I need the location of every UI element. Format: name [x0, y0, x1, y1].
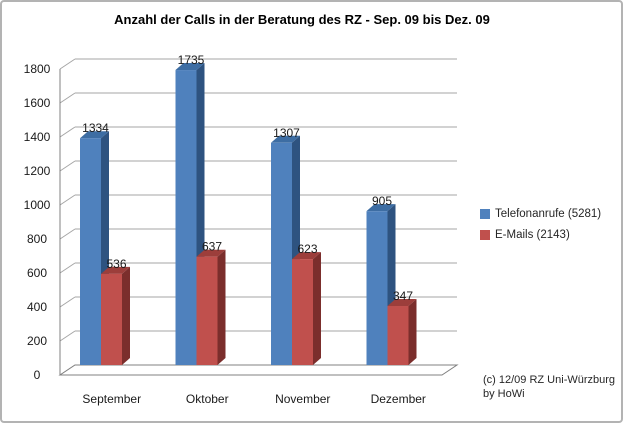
svg-text:1400: 1400	[24, 130, 51, 144]
chart-title: Anzahl der Calls in der Beratung des RZ …	[114, 12, 490, 27]
svg-text:200: 200	[27, 334, 47, 348]
svg-text:623: 623	[297, 242, 317, 256]
svg-text:1307: 1307	[273, 126, 300, 140]
svg-text:800: 800	[27, 232, 47, 246]
credit-line1: (c) 12/09 RZ Uni-Würzburg	[483, 374, 616, 386]
credit-line2: by HoWi	[483, 388, 525, 400]
svg-text:1334: 1334	[82, 121, 109, 135]
svg-text:1800: 1800	[24, 62, 51, 76]
legend-label-telefonanrufe: Telefonanrufe (5281)	[495, 208, 602, 220]
svg-text:Dezember: Dezember	[371, 392, 426, 406]
svg-text:637: 637	[202, 240, 222, 254]
svg-text:November: November	[275, 392, 330, 406]
legend: Telefonanrufe (5281) E-Mails (2143)	[480, 208, 601, 250]
legend-item-emails: E-Mails (2143)	[480, 229, 601, 241]
legend-item-telefonanrufe: Telefonanrufe (5281)	[480, 208, 601, 220]
svg-text:1735: 1735	[178, 53, 205, 67]
credit-text: (c) 12/09 RZ Uni-Würzburg by HoWi	[483, 373, 615, 401]
svg-text:1600: 1600	[24, 96, 51, 110]
svg-text:536: 536	[106, 257, 126, 271]
svg-text:400: 400	[27, 300, 47, 314]
svg-text:September: September	[82, 392, 141, 406]
svg-text:905: 905	[372, 194, 392, 208]
legend-swatch-telefonanrufe-icon	[480, 209, 490, 219]
legend-swatch-emails-icon	[480, 230, 490, 240]
svg-text:1200: 1200	[24, 164, 51, 178]
svg-text:Oktober: Oktober	[186, 392, 229, 406]
legend-label-emails: E-Mails (2143)	[495, 229, 570, 241]
svg-text:1000: 1000	[24, 198, 51, 212]
svg-text:600: 600	[27, 266, 47, 280]
svg-text:347: 347	[393, 289, 413, 303]
svg-text:0: 0	[34, 368, 41, 382]
